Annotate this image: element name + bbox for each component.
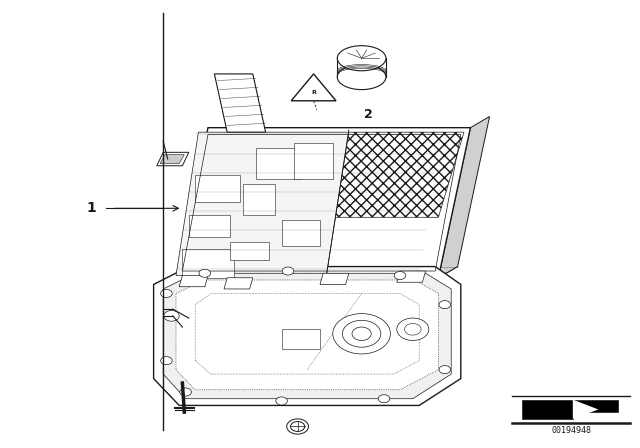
Circle shape	[180, 388, 191, 396]
Circle shape	[394, 271, 406, 280]
Circle shape	[291, 422, 305, 431]
Circle shape	[333, 314, 390, 354]
Polygon shape	[195, 175, 240, 202]
Polygon shape	[214, 74, 266, 132]
Circle shape	[199, 269, 211, 277]
Polygon shape	[176, 267, 458, 278]
Circle shape	[378, 395, 390, 403]
Circle shape	[276, 397, 287, 405]
Text: 00194948: 00194948	[551, 426, 591, 435]
Polygon shape	[397, 271, 426, 282]
Polygon shape	[282, 329, 320, 349]
Text: 2: 2	[364, 108, 372, 121]
Text: 1: 1	[86, 201, 96, 215]
Circle shape	[397, 318, 429, 340]
Polygon shape	[157, 152, 189, 166]
Circle shape	[161, 357, 172, 365]
Ellipse shape	[337, 46, 386, 71]
Polygon shape	[154, 267, 461, 405]
Polygon shape	[326, 132, 464, 217]
Circle shape	[287, 419, 308, 434]
Ellipse shape	[337, 65, 386, 90]
Polygon shape	[522, 400, 618, 419]
Circle shape	[161, 289, 172, 297]
Polygon shape	[438, 116, 490, 278]
Circle shape	[164, 310, 179, 321]
Circle shape	[282, 267, 294, 275]
Polygon shape	[282, 220, 320, 246]
Polygon shape	[176, 128, 470, 278]
Polygon shape	[189, 215, 230, 237]
Polygon shape	[230, 242, 269, 260]
Polygon shape	[182, 249, 234, 278]
Polygon shape	[320, 273, 349, 284]
Circle shape	[352, 327, 371, 340]
Polygon shape	[291, 74, 336, 101]
Polygon shape	[294, 143, 333, 179]
Polygon shape	[256, 148, 301, 179]
Text: R: R	[311, 90, 316, 95]
Polygon shape	[163, 273, 451, 399]
Polygon shape	[243, 184, 275, 215]
Circle shape	[439, 301, 451, 309]
Circle shape	[404, 323, 421, 335]
Polygon shape	[224, 278, 253, 289]
Polygon shape	[176, 132, 349, 276]
Polygon shape	[160, 155, 184, 164]
Circle shape	[342, 320, 381, 347]
Polygon shape	[195, 293, 419, 374]
Polygon shape	[179, 276, 208, 287]
Polygon shape	[573, 400, 598, 419]
Circle shape	[439, 366, 451, 374]
Polygon shape	[176, 280, 438, 390]
